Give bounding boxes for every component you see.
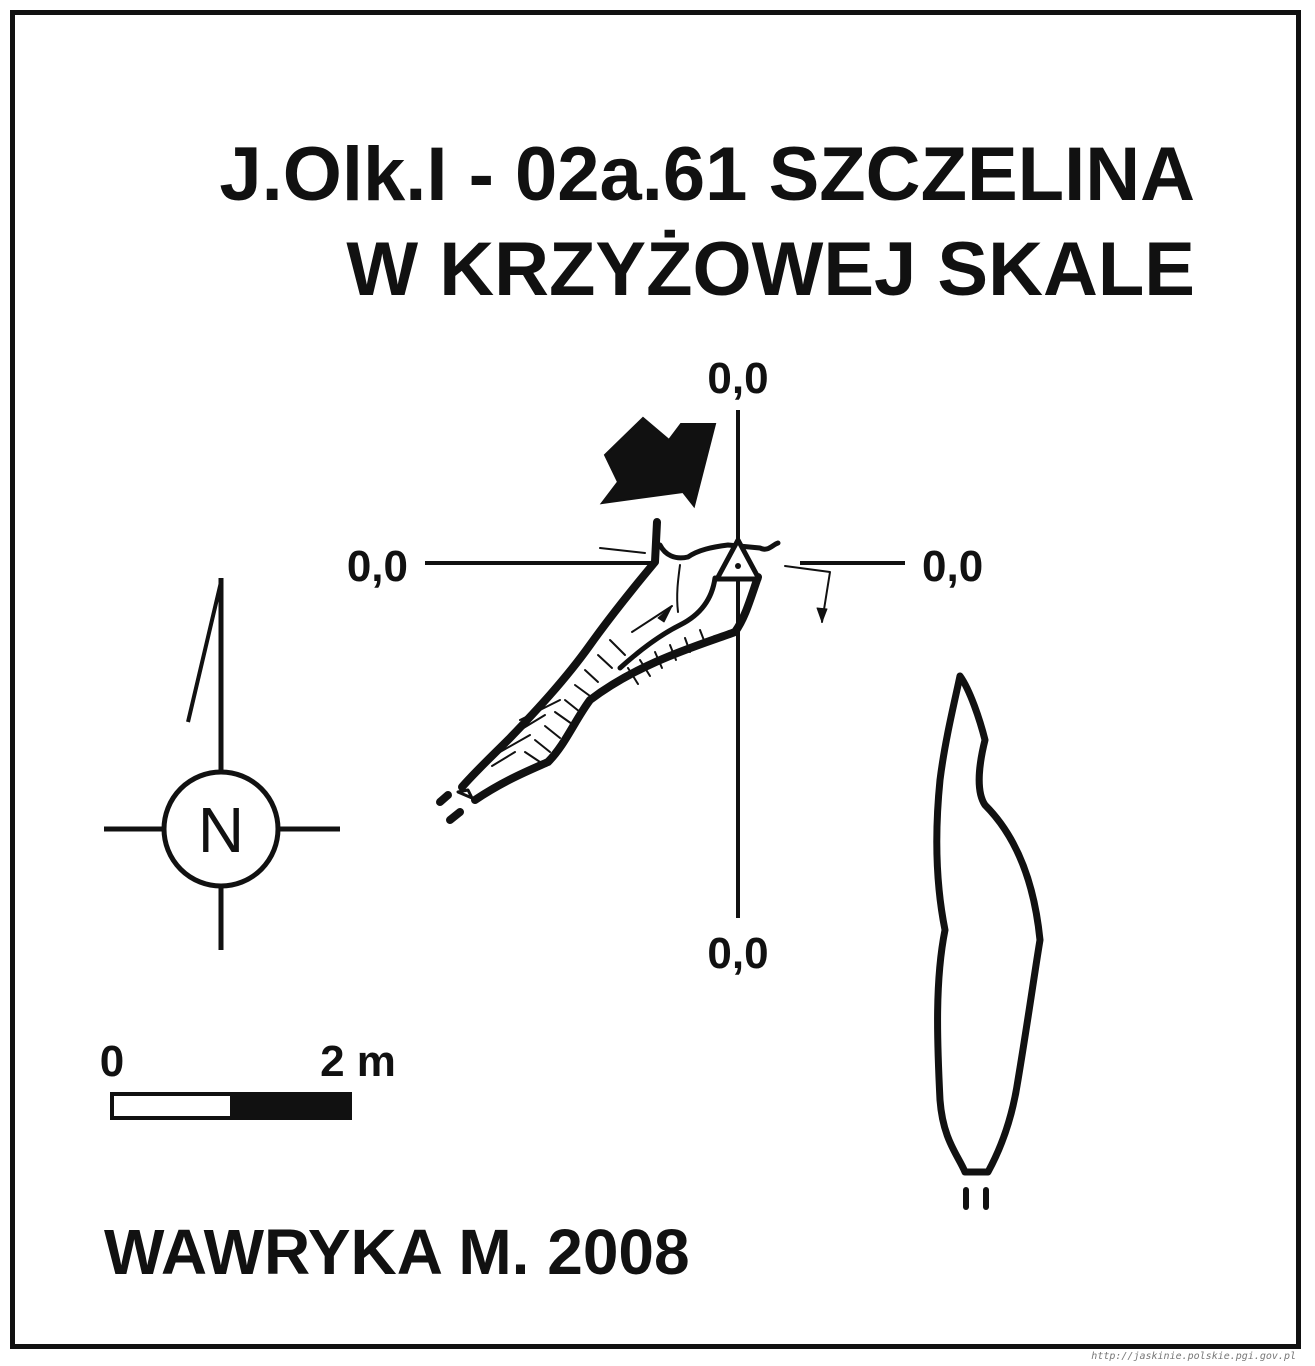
continuation-dash-2 — [446, 808, 464, 824]
north-arrow-icon — [104, 578, 340, 950]
datum-point-icon — [714, 537, 762, 582]
north-label: N — [198, 794, 244, 866]
cave-profile-section — [933, 672, 1044, 1210]
title-line-1: J.Olk.I - 02a.61 SZCZELINA — [219, 132, 1195, 217]
coord-label-right: 0,0 — [922, 542, 983, 591]
entrance-chamber-wall — [657, 540, 781, 561]
inner-ledge — [617, 575, 718, 671]
entrance-arrow-icon — [599, 416, 717, 509]
coord-label-left: 0,0 — [347, 542, 408, 591]
scale-label-end: 2 m — [320, 1037, 396, 1086]
continuation-dash-1 — [436, 791, 452, 806]
cave-plan — [436, 518, 831, 824]
title-line-2: W KRZYŻOWEJ SKALE — [346, 227, 1195, 312]
scale-bar — [110, 1092, 352, 1120]
entrance-guide-line — [599, 547, 646, 554]
section-cross — [425, 410, 905, 918]
cave-wall-lower — [471, 573, 762, 804]
author-credit: WAWRYKA M. 2008 — [104, 1216, 690, 1288]
cave-end — [456, 788, 474, 800]
map-frame — [10, 10, 1301, 1349]
profile-outline — [933, 672, 1044, 1176]
scale-label-start: 0 — [100, 1037, 124, 1086]
drip-line — [784, 565, 831, 623]
slope-arrow-icon — [631, 605, 673, 633]
coord-label-top: 0,0 — [707, 354, 768, 403]
watermark-url: http://jaskinie.polskie.pgi.gov.pl — [1091, 1351, 1296, 1362]
coord-label-bottom: 0,0 — [707, 929, 768, 978]
cave-wall-upper — [458, 518, 661, 791]
floor-hatching — [491, 564, 706, 767]
